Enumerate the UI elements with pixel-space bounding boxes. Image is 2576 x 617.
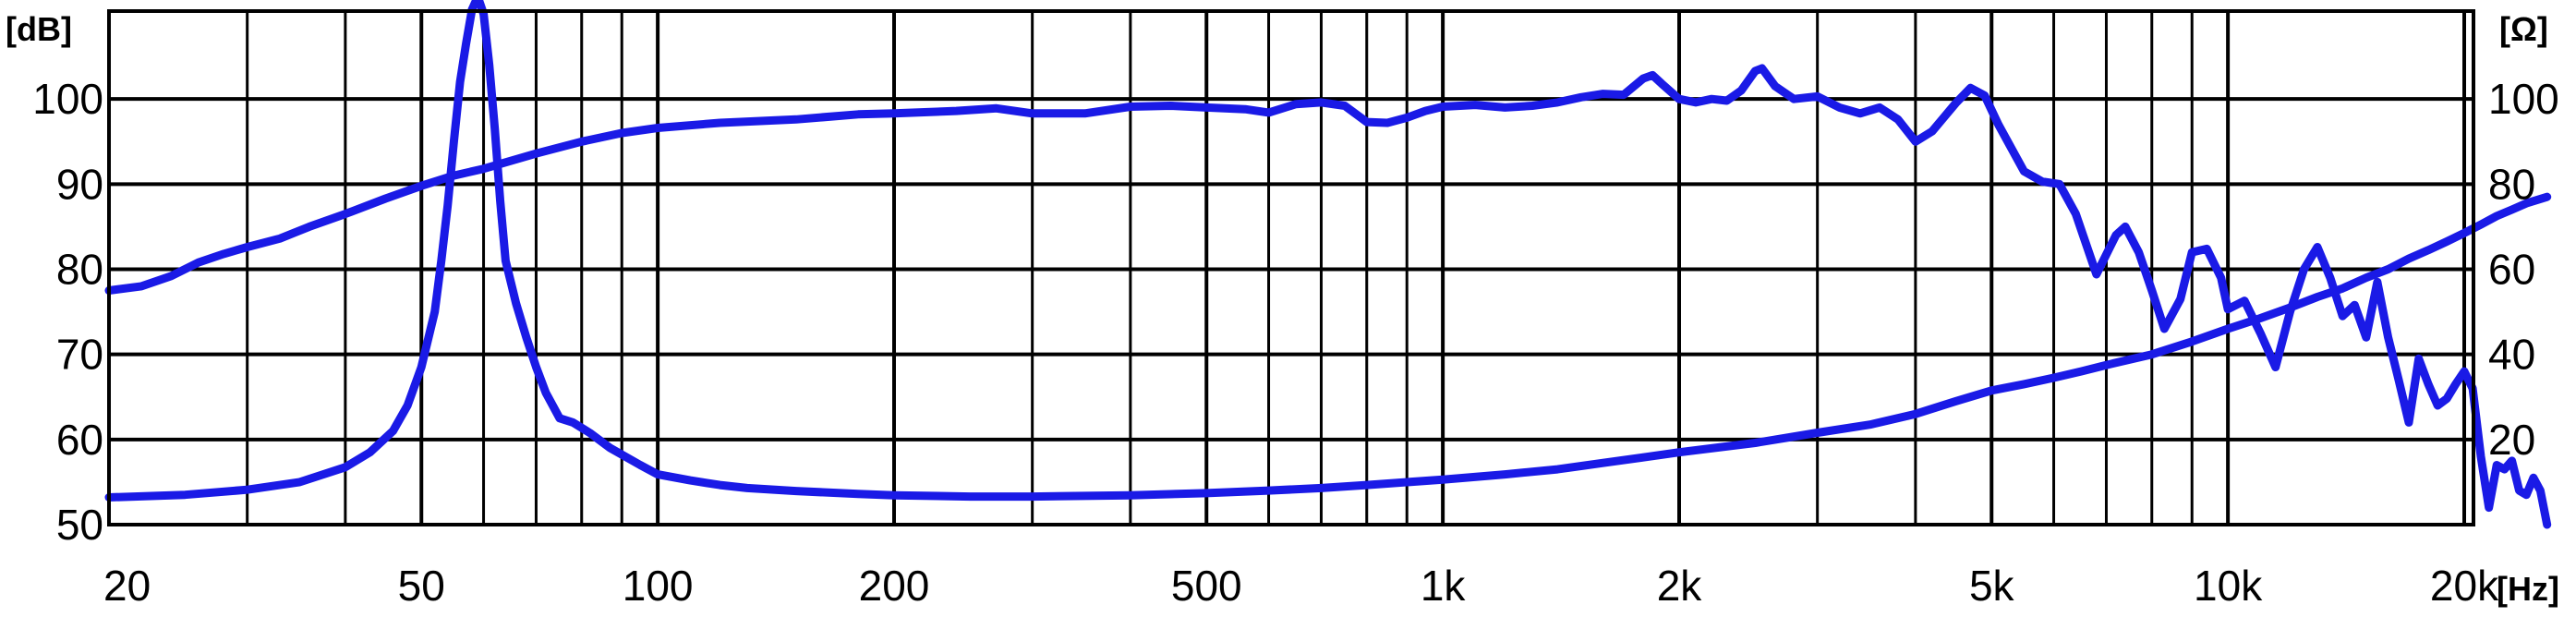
y-right-tick-label: 40: [2488, 331, 2535, 379]
x-tick-label: 10k: [2194, 562, 2263, 610]
x-tick-label: 50: [398, 562, 445, 610]
x-tick-label: 5k: [1969, 562, 2015, 610]
x-unit: [Hz]: [2497, 570, 2559, 608]
plot-frame: [107, 9, 2475, 526]
x-tick-label: 20k: [2430, 562, 2499, 610]
y-left-tick-label: 60: [56, 416, 103, 464]
y-left-tick-label: 90: [56, 160, 103, 208]
y-left-tick-label: 80: [56, 246, 103, 294]
y-right-unit: [Ω]: [2499, 10, 2548, 48]
y-right-tick-label: 80: [2488, 160, 2535, 208]
y-left-unit: [dB]: [6, 10, 72, 48]
x-tick-label: 500: [1171, 562, 1242, 610]
x-tick-label: 2k: [1657, 562, 1703, 610]
impedance-curve: [104, 0, 2552, 502]
x-tick-label: 100: [623, 562, 694, 610]
x-tick-label: 1k: [1421, 562, 1467, 610]
spl-curve: [104, 64, 2552, 529]
x-tick-label: 20: [103, 562, 151, 610]
y-right-tick-label: 20: [2488, 416, 2535, 464]
series-layer: [104, 0, 2552, 529]
x-tick-label: 200: [859, 562, 930, 610]
y-left-tick-label: 50: [56, 501, 103, 549]
y-left-tick-label: 70: [56, 331, 103, 379]
y-right-tick-label: 100: [2488, 75, 2559, 123]
y-right-tick-label: 60: [2488, 246, 2535, 294]
plot-grid: [109, 11, 2473, 525]
y-left-tick-label: 100: [32, 75, 103, 123]
